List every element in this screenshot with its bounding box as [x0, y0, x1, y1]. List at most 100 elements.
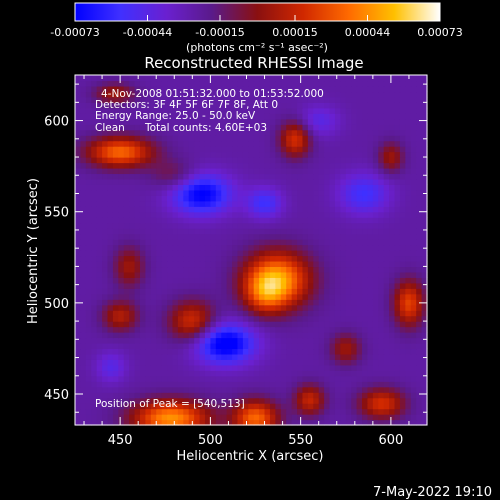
heatmap-cell — [329, 419, 336, 426]
heatmap-cell — [280, 293, 287, 300]
heatmap-cell — [112, 222, 119, 229]
heatmap-cell — [139, 118, 146, 125]
heatmap-cell — [340, 80, 347, 87]
heatmap-cell — [210, 370, 217, 377]
heatmap-cell — [150, 375, 157, 382]
heatmap-cell — [264, 222, 271, 229]
heatmap-cell — [102, 167, 109, 175]
heatmap-cell — [410, 233, 417, 240]
heatmap-cell — [215, 370, 222, 377]
heatmap-cell — [242, 184, 249, 191]
heatmap-cell — [307, 304, 314, 311]
heatmap-cell — [297, 370, 304, 377]
annotation-total-counts: Total counts: 4.60E+03 — [144, 122, 267, 134]
heatmap-cell — [145, 184, 152, 191]
heatmap-cell — [237, 419, 244, 426]
heatmap-cell — [389, 244, 396, 251]
heatmap-cell — [280, 195, 287, 202]
heatmap-cell — [161, 315, 168, 322]
heatmap-cell — [297, 80, 304, 87]
heatmap-cell — [145, 381, 152, 388]
heatmap-cell — [161, 304, 168, 311]
heatmap-cell — [318, 195, 325, 202]
heatmap-cell — [75, 233, 82, 240]
heatmap-cell — [237, 293, 244, 300]
heatmap-cell — [421, 211, 428, 218]
heatmap-cell — [286, 321, 293, 328]
heatmap-cell — [302, 228, 309, 235]
heatmap-cell — [237, 157, 244, 164]
heatmap-cell — [340, 408, 347, 415]
heatmap-cell — [242, 419, 249, 426]
heatmap-cell — [351, 233, 358, 240]
heatmap-cell — [139, 271, 146, 278]
heatmap-cell — [123, 277, 130, 284]
heatmap-cell — [324, 146, 331, 153]
heatmap-cell — [269, 321, 276, 328]
heatmap-cell — [112, 321, 119, 328]
heatmap-cell — [210, 299, 217, 306]
heatmap-cell — [232, 250, 239, 257]
heatmap-cell — [367, 239, 374, 246]
heatmap-cell — [204, 397, 211, 404]
heatmap-cell — [356, 157, 363, 164]
heatmap-cell — [275, 222, 282, 229]
heatmap-cell — [340, 167, 347, 175]
heatmap-cell — [226, 85, 233, 93]
heatmap-cell — [356, 315, 363, 322]
heatmap-cell — [183, 189, 190, 196]
heatmap-cell — [264, 321, 271, 328]
heatmap-cell — [313, 288, 320, 295]
heatmap-cell — [194, 118, 201, 125]
heatmap-cell — [112, 178, 119, 185]
heatmap-cell — [253, 310, 260, 317]
heatmap-cell — [340, 85, 347, 93]
heatmap-cell — [367, 419, 374, 426]
heatmap-cell — [156, 222, 163, 229]
heatmap-cell — [150, 315, 157, 322]
heatmap-cell — [194, 315, 201, 322]
plot-frame — [74, 74, 428, 426]
heatmap-cell — [334, 255, 341, 262]
heatmap-cell — [96, 157, 103, 164]
heatmap-cell — [134, 217, 141, 224]
heatmap-cell — [96, 239, 103, 246]
heatmap-cell — [91, 184, 98, 191]
heatmap-cell — [215, 364, 222, 371]
heatmap-cell — [410, 293, 417, 300]
heatmap-cell — [156, 408, 163, 415]
heatmap-cell — [188, 228, 195, 235]
heatmap-cell — [416, 135, 423, 142]
heatmap-cell — [259, 342, 266, 350]
heatmap-cell — [188, 293, 195, 300]
heatmap-cell — [362, 85, 369, 93]
heatmap-cell — [248, 140, 255, 147]
heatmap-cell — [129, 271, 136, 278]
annotation-peak-position: Position of Peak = [540,513] — [95, 398, 245, 410]
heatmap-cell — [253, 222, 260, 229]
heatmap-cell — [318, 359, 325, 366]
heatmap-cell — [329, 260, 336, 268]
heatmap-cell — [232, 271, 239, 278]
heatmap-cell — [221, 381, 228, 388]
heatmap-cell — [280, 381, 287, 388]
heatmap-cell — [161, 381, 168, 388]
heatmap-cell — [394, 315, 401, 322]
heatmap-cell — [85, 310, 92, 317]
heatmap-cell — [291, 146, 298, 153]
heatmap-cell — [232, 233, 239, 240]
heatmap-cell — [118, 288, 125, 295]
heatmap-cell — [334, 135, 341, 142]
heatmap-cell — [145, 140, 152, 147]
heatmap-cell — [389, 288, 396, 295]
heatmap-cell — [188, 359, 195, 366]
heatmap-cell — [383, 113, 390, 120]
heatmap-cell — [389, 178, 396, 185]
heatmap-cell — [102, 386, 109, 393]
heatmap-cell — [145, 189, 152, 196]
heatmap-cell — [351, 173, 358, 180]
heatmap-cell — [389, 195, 396, 202]
heatmap-cell — [91, 348, 98, 355]
heatmap-cell — [378, 222, 385, 229]
